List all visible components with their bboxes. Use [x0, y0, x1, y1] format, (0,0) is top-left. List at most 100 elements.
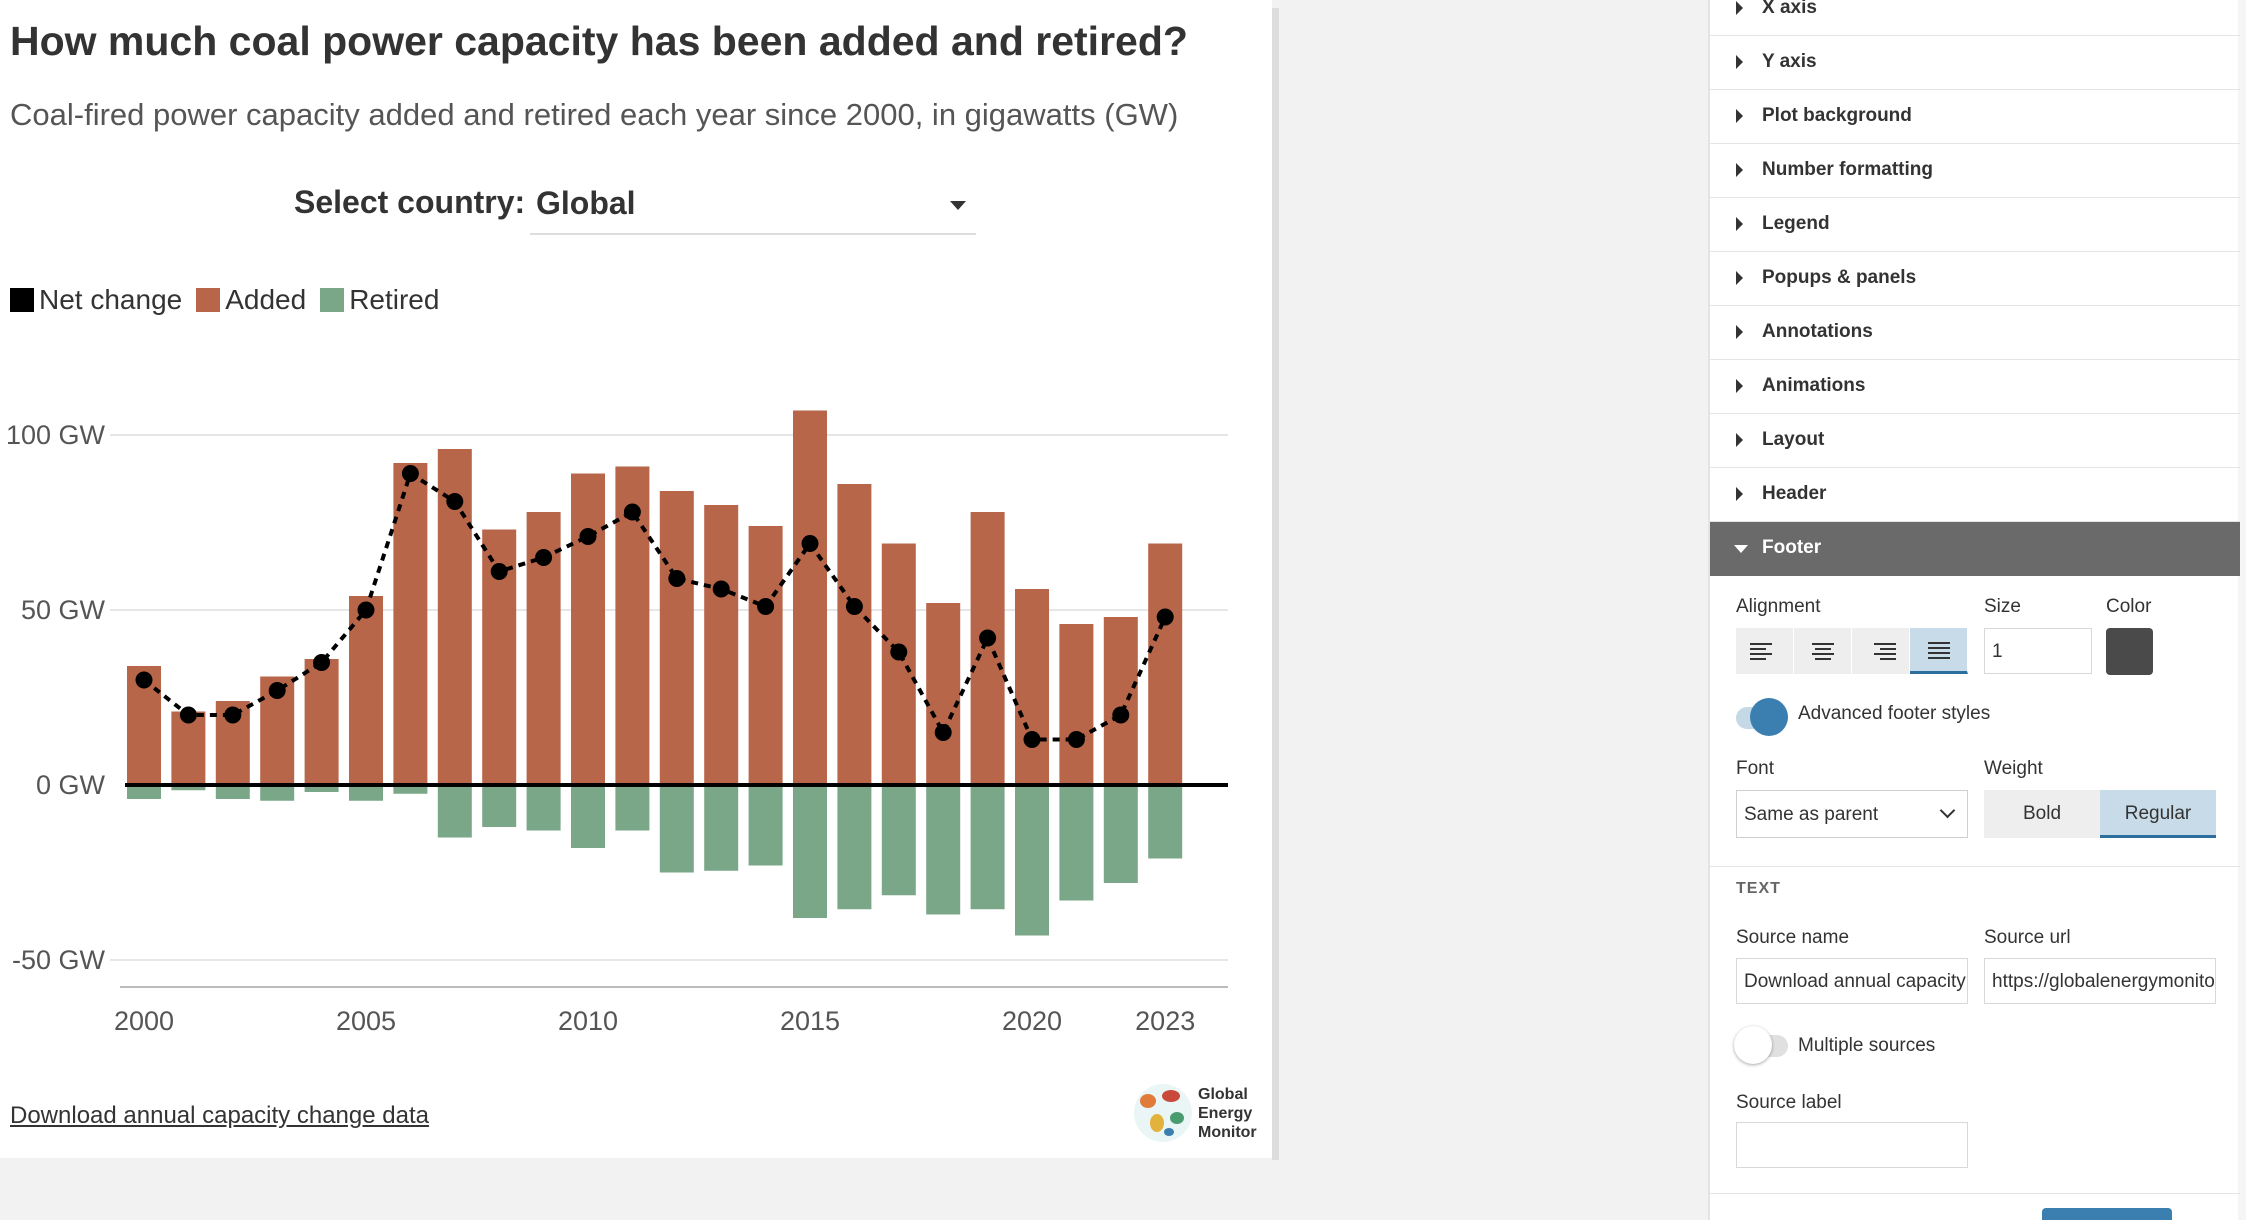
legend-label-added: Added: [225, 284, 307, 315]
y-tick-label: 0 GW: [36, 770, 106, 800]
section-annotations[interactable]: Annotations: [1710, 306, 2240, 360]
net-change-point: [1023, 731, 1041, 748]
weight-label: Weight: [1984, 758, 2043, 779]
section-number-formatting[interactable]: Number formatting: [1710, 144, 2240, 198]
bar-retired: [615, 785, 650, 831]
caret-right-icon: [1736, 379, 1743, 393]
country-select[interactable]: Global: [530, 177, 976, 235]
align-left-button[interactable]: [1736, 628, 1794, 674]
legend-label-retired: Retired: [349, 284, 440, 315]
source-name-input[interactable]: Download annual capacity change data: [1736, 958, 1968, 1004]
font-select[interactable]: Same as parent: [1736, 790, 1968, 838]
bar-retired: [349, 785, 383, 801]
net-change-point: [934, 724, 952, 741]
section-divider: [1710, 1193, 2240, 1194]
bar-retired: [1015, 785, 1049, 936]
caret-right-icon: [1736, 55, 1743, 69]
bar-added: [793, 410, 827, 785]
caret-right-icon: [1736, 271, 1743, 285]
net-change-point: [668, 570, 686, 587]
section-header[interactable]: Header: [1710, 468, 2240, 522]
advanced-footer-styles-toggle[interactable]: [1736, 698, 1788, 736]
section-legend[interactable]: Legend: [1710, 198, 2240, 252]
size-input[interactable]: 1: [1984, 628, 2092, 674]
net-change-point: [357, 601, 375, 619]
section-y-axis[interactable]: Y axis: [1710, 36, 2240, 90]
section-plot-background[interactable]: Plot background: [1710, 90, 2240, 144]
caret-right-icon: [1736, 109, 1743, 123]
align-justify-button[interactable]: [1910, 628, 1968, 674]
x-tick-label: 2020: [1002, 1006, 1062, 1036]
bar-retired: [748, 785, 783, 866]
x-tick-label: 2010: [558, 1006, 618, 1036]
bar-retired: [393, 785, 428, 794]
multiple-sources-label: Multiple sources: [1798, 1035, 1936, 1056]
legend-label-net-change: Net change: [39, 284, 183, 315]
legend-item-net-change[interactable]: Net change: [10, 284, 182, 316]
y-tick-label: 50 GW: [21, 595, 106, 625]
bar-added: [171, 711, 206, 785]
bar-added: [571, 473, 605, 785]
legend-item-added[interactable]: Added: [196, 284, 306, 316]
bar-added: [748, 526, 783, 785]
bar-retired: [704, 785, 739, 871]
net-change-point: [623, 503, 641, 521]
alignment-button-group: [1736, 628, 1968, 674]
bar-retired: [215, 785, 250, 799]
caret-right-icon: [1736, 217, 1743, 231]
settings-panel: X axis Y axis Plot background Number for…: [1708, 0, 2246, 1220]
bar-retired: [793, 785, 827, 918]
x-tick-label: 2023: [1135, 1006, 1195, 1036]
color-picker-swatch[interactable]: [2106, 628, 2153, 675]
align-right-button[interactable]: [1852, 628, 1910, 674]
panel-action-button[interactable]: [2042, 1208, 2172, 1220]
source-label-input[interactable]: [1736, 1122, 1968, 1168]
net-change-point: [179, 706, 197, 724]
source-url-input[interactable]: https://globalenergymonitor.org: [1984, 958, 2216, 1004]
chart-plot: 100 GW 50 GW 0 GW -50 GW 2000 2005 2010 2015 202…: [6, 410, 1228, 1036]
net-change-point: [712, 580, 730, 598]
bar-added: [926, 603, 961, 785]
section-animations[interactable]: Animations: [1710, 360, 2240, 414]
section-popups-panels[interactable]: Popups & panels: [1710, 252, 2240, 306]
font-select-value: Same as parent: [1744, 804, 1879, 825]
section-footer[interactable]: Footer: [1710, 522, 2240, 576]
logo-text: Global Energy Monitor: [1198, 1086, 1257, 1141]
multiple-sources-toggle[interactable]: [1734, 1026, 1788, 1064]
source-label-label: Source label: [1736, 1092, 1842, 1113]
bar-retired: [1059, 785, 1094, 901]
size-label: Size: [1984, 596, 2021, 617]
net-change-point: [890, 643, 908, 661]
chart-card: How much coal power capacity has been ad…: [0, 0, 1272, 1158]
panel-scrollbar[interactable]: [2238, 0, 2246, 1220]
bar-added: [881, 543, 916, 785]
card-shadow: [1272, 8, 1279, 1160]
section-x-axis[interactable]: X axis: [1710, 0, 2240, 36]
download-data-link[interactable]: Download annual capacity change data: [10, 1102, 429, 1129]
caret-right-icon: [1736, 325, 1743, 339]
net-change-point: [401, 465, 419, 482]
source-url-label: Source url: [1984, 927, 2071, 948]
font-label: Font: [1736, 758, 1775, 779]
bar-retired: [837, 785, 872, 910]
bar-retired: [437, 785, 472, 838]
weight-bold-button[interactable]: Bold: [1984, 790, 2100, 838]
bar-retired: [260, 785, 295, 801]
net-change-point: [268, 682, 286, 699]
color-label: Color: [2106, 596, 2152, 617]
net-change-point: [801, 535, 819, 552]
legend-item-retired[interactable]: Retired: [320, 284, 439, 316]
global-energy-monitor-logo[interactable]: Global Energy Monitor: [1132, 1080, 1262, 1146]
page-subtitle: Coal-fired power capacity added and reti…: [10, 97, 1179, 132]
bar-added: [1059, 624, 1094, 785]
net-change-point: [446, 493, 464, 510]
weight-regular-button[interactable]: Regular: [2100, 790, 2216, 838]
source-name-label: Source name: [1736, 927, 1850, 948]
x-tick-label: 2015: [780, 1006, 840, 1036]
section-layout[interactable]: Layout: [1710, 414, 2240, 468]
align-center-button[interactable]: [1794, 628, 1852, 674]
bar-retired: [881, 785, 916, 896]
net-change-point: [490, 563, 508, 580]
bar-retired: [171, 785, 206, 791]
x-tick-label: 2000: [114, 1006, 174, 1036]
